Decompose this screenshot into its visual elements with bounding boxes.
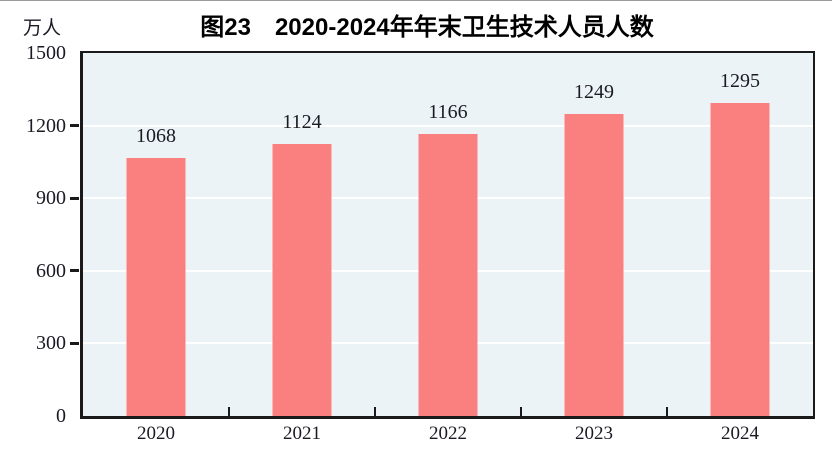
bar-2021: [272, 144, 332, 416]
y-axis-tick-300: [70, 342, 79, 345]
y-axis-tick-600: [70, 269, 79, 272]
bar-value-label-2023: 1249: [574, 80, 614, 103]
bar-value-label-2021: 1124: [282, 111, 322, 133]
y-axis-unit-label: 万人: [23, 18, 62, 39]
bar-2022: [418, 133, 478, 416]
y-tick-label-600: 600: [36, 260, 66, 282]
bar-2020: [126, 157, 186, 416]
x-axis-boundary-tick-3: [520, 407, 522, 416]
y-tick-label-900: 900: [36, 187, 66, 209]
x-category-label-2022: 2022: [429, 423, 467, 444]
bar-2024: [710, 102, 770, 416]
y-tick-label-1500: 1500: [26, 42, 66, 64]
plot-area: 1068 1124 1166 1249 1295: [80, 51, 815, 419]
bar-value-label-2020: 1068: [136, 124, 176, 147]
y-tick-label-300: 300: [36, 332, 66, 354]
chart-title: 图23 2020-2024年年末卫生技术人员人数: [200, 14, 654, 41]
bar-2023: [564, 113, 624, 416]
x-axis-boundary-tick-4: [666, 407, 668, 416]
x-category-label-2024: 2024: [721, 423, 759, 444]
gridline-1200: [83, 124, 813, 127]
x-axis-boundary-tick-1: [228, 407, 230, 416]
x-axis-boundary-tick-2: [374, 407, 376, 416]
y-tick-label-1200: 1200: [26, 115, 66, 137]
x-category-label-2023: 2023: [575, 423, 613, 444]
top-divider: [0, 0, 832, 1]
x-category-label-2021: 2021: [283, 423, 321, 444]
y-axis-tick-1200: [70, 124, 79, 127]
y-axis-tick-900: [70, 197, 79, 200]
y-tick-label-0: 0: [56, 405, 66, 427]
x-category-label-2020: 2020: [137, 423, 175, 444]
bar-value-label-2022: 1166: [428, 100, 468, 123]
bar-value-label-2024: 1295: [720, 69, 760, 92]
